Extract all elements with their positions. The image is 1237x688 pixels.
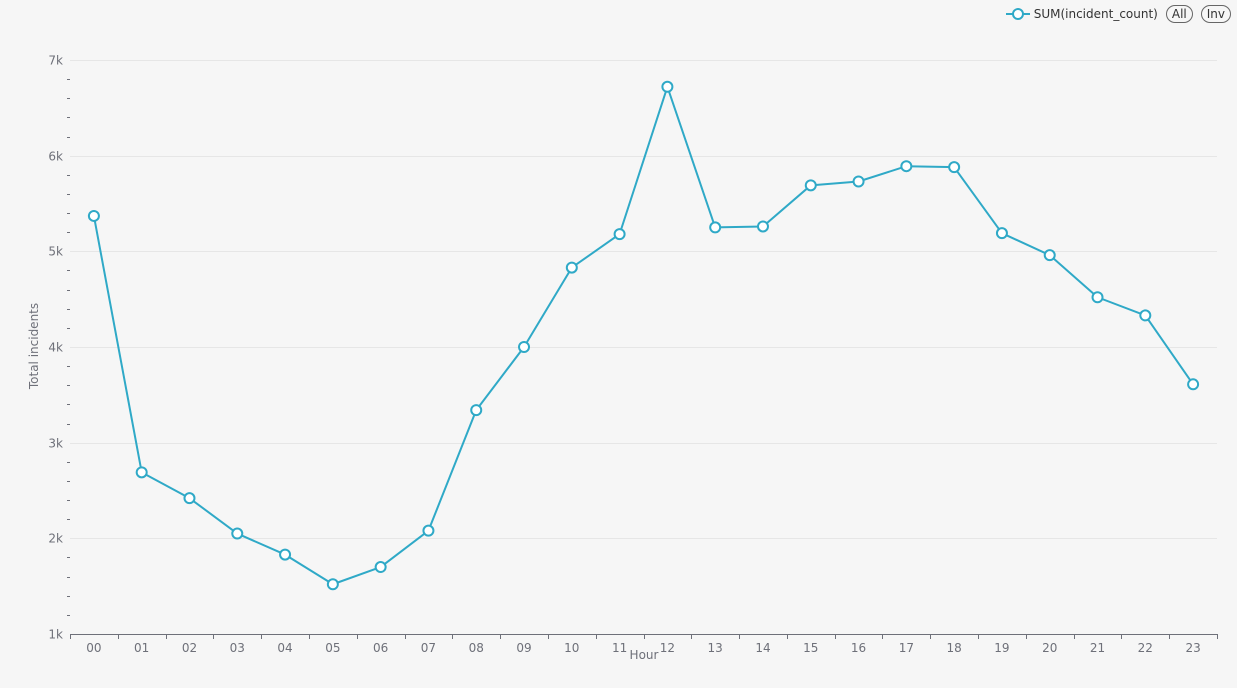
data-point[interactable] — [1043, 249, 1056, 262]
x-tick-label: 08 — [469, 641, 484, 655]
legend: SUM(incident_count) All Inv — [1005, 5, 1231, 23]
series-line — [92, 85, 1194, 586]
x-tick-label: 19 — [994, 641, 1009, 655]
data-point[interactable] — [135, 466, 148, 479]
data-point[interactable] — [1091, 291, 1104, 304]
x-tick-label: 16 — [851, 641, 866, 655]
legend-series-label: SUM(incident_count) — [1033, 7, 1158, 21]
data-point[interactable] — [1139, 309, 1152, 322]
grid-lines — [70, 60, 1217, 539]
data-point[interactable] — [613, 228, 626, 241]
data-point[interactable] — [948, 161, 961, 174]
x-tick-label: 10 — [564, 641, 579, 655]
x-tick-label: 11 — [612, 641, 627, 655]
x-tick-label: 14 — [755, 641, 770, 655]
data-point[interactable] — [518, 341, 531, 353]
x-tick-label: 18 — [947, 641, 962, 655]
x-tick-label: 12 — [660, 641, 675, 655]
legend-item-series[interactable]: SUM(incident_count) — [1005, 7, 1158, 21]
data-point[interactable] — [900, 160, 913, 173]
data-point[interactable] — [422, 524, 435, 537]
data-point[interactable] — [470, 404, 483, 417]
axes: 1k 2k 3k 4k 5k 6k 7k 00 01 02 03 04 05 06 07 08 09 10 11 12… — [48, 54, 1218, 655]
x-tick-label: 00 — [86, 641, 101, 655]
line-circle-icon — [1005, 8, 1030, 20]
x-axis-title: Hour — [630, 648, 659, 662]
legend-invert-button[interactable]: Inv — [1200, 5, 1231, 23]
x-tick-label: 17 — [899, 641, 914, 655]
x-tick-label: 13 — [708, 641, 723, 655]
y-tick-label: 5k — [48, 245, 63, 259]
x-tick-label: 09 — [516, 641, 531, 655]
data-point[interactable] — [183, 492, 196, 505]
x-tick-label: 07 — [421, 641, 436, 655]
data-point[interactable] — [995, 227, 1008, 240]
series-layer — [87, 80, 1200, 591]
data-point[interactable] — [279, 548, 292, 561]
x-tick-label: 22 — [1138, 641, 1153, 655]
x-tick-label: 02 — [182, 641, 197, 655]
data-point[interactable] — [374, 561, 387, 574]
data-point[interactable] — [661, 80, 674, 93]
y-tick-label: 1k — [48, 628, 63, 642]
data-point[interactable] — [852, 175, 865, 188]
data-point[interactable] — [565, 261, 578, 274]
data-point[interactable] — [1187, 378, 1200, 391]
x-tick-label: 03 — [230, 641, 245, 655]
x-tick-label: 04 — [277, 641, 292, 655]
x-tick-label: 21 — [1090, 641, 1105, 655]
legend-select-all-button[interactable]: All — [1165, 5, 1193, 23]
x-tick-label: 05 — [325, 641, 340, 655]
y-tick-label: 3k — [48, 437, 63, 451]
data-point[interactable] — [231, 527, 244, 540]
data-point[interactable] — [87, 209, 100, 222]
y-tick-label: 6k — [48, 150, 63, 164]
y-axis-title: Total incidents — [27, 303, 41, 390]
y-tick-label: 2k — [48, 532, 63, 546]
x-tick-label: 06 — [373, 641, 388, 655]
y-tick-label: 7k — [48, 54, 63, 68]
data-point[interactable] — [709, 221, 722, 234]
x-tick-label: 23 — [1185, 641, 1200, 655]
y-tick-label: 4k — [48, 341, 63, 355]
data-point[interactable] — [804, 179, 817, 192]
x-tick-label: 20 — [1042, 641, 1057, 655]
x-tick-label: 01 — [134, 641, 149, 655]
data-point[interactable] — [326, 578, 339, 591]
x-tick-label: 15 — [803, 641, 818, 655]
data-point[interactable] — [756, 220, 769, 233]
